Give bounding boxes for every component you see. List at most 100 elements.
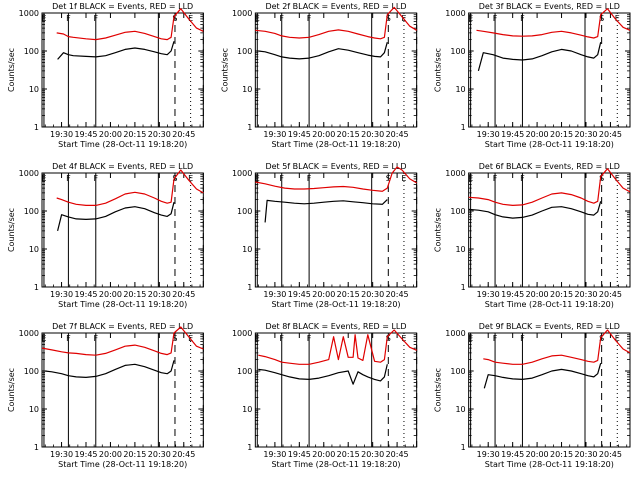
x-tick-label: 20:30: [574, 290, 597, 299]
chart-title: Det 3f BLACK = Events, RED = LLD: [479, 2, 620, 11]
chart-title: Det 5f BLACK = Events, RED = LLD: [265, 162, 406, 171]
event-marker-label: E: [401, 174, 406, 183]
y-axis-label: Counts/sec: [7, 48, 16, 92]
series-line: [258, 364, 388, 385]
x-axis-label: Start Time (28-Oct-11 19:18:20): [485, 140, 614, 149]
x-tick-label: 20:30: [148, 290, 171, 299]
event-marker-label: S: [386, 174, 391, 183]
x-axis-label: Start Time (28-Oct-11 19:18:20): [485, 460, 614, 469]
x-tick-label: 20:30: [148, 130, 171, 139]
plot-frame: [254, 332, 418, 448]
plot-frame: [468, 12, 631, 128]
event-marker-label: S: [386, 334, 391, 343]
x-axis-label: Start Time (28-Oct-11 19:18:20): [271, 140, 400, 149]
event-marker-label: E: [468, 174, 473, 183]
x-tick-label: 20:00: [312, 450, 335, 459]
event-marker-label: E: [188, 174, 193, 183]
x-axis-label: Start Time (28-Oct-11 19:18:20): [58, 140, 187, 149]
x-tick-label: 20:00: [526, 290, 549, 299]
series-line: [44, 360, 175, 378]
x-tick-label: 20:00: [312, 130, 335, 139]
event-marker-label: E: [401, 334, 406, 343]
x-tick-label: 19:30: [263, 450, 286, 459]
chart-panel: Det 2f BLACK = Events, RED = LLD 1 10 100 10…: [220, 2, 418, 149]
y-tick-label: 10: [455, 405, 465, 414]
chart-panel: Det 7f BLACK = Events, RED = LLD 1 10 100 10…: [7, 322, 204, 469]
y-tick-label: 1: [461, 443, 466, 452]
y-axis-label: Counts/sec: [7, 368, 16, 412]
series-line: [56, 8, 204, 41]
chart-title: Det 2f BLACK = Events, RED = LLD: [265, 2, 406, 11]
plot-frame: [41, 332, 204, 448]
y-tick-label: 100: [237, 367, 252, 376]
event-marker-label: E: [615, 174, 620, 183]
x-tick-label: 20:45: [172, 450, 195, 459]
series-line: [56, 169, 204, 206]
y-tick-label: 1: [461, 283, 466, 292]
x-tick-label: 20:45: [386, 450, 409, 459]
event-marker-label: F: [279, 174, 284, 183]
x-tick-label: 20:15: [123, 290, 146, 299]
y-tick-label: 100: [24, 207, 39, 216]
series-line: [483, 363, 602, 389]
y-tick-label: 1: [34, 283, 39, 292]
chart-panel: Det 3f BLACK = Events, RED = LLD 1 10 100 10…: [434, 2, 631, 149]
event-marker-label: S: [172, 334, 177, 343]
chart-panel: Det 1f BLACK = Events, RED = LLD 1 10 100 10…: [7, 2, 204, 149]
y-tick-label: 1000: [232, 169, 252, 178]
event-marker-label: S: [386, 14, 391, 23]
y-tick-label: 1000: [232, 329, 252, 338]
x-tick-label: 20:00: [99, 290, 122, 299]
event-marker-label: F: [307, 334, 312, 343]
chart-title: Det 4f BLACK = Events, RED = LLD: [52, 162, 193, 171]
series-line: [258, 329, 417, 365]
event-marker-label: F: [93, 174, 98, 183]
x-axis-label: Start Time (28-Oct-11 19:18:20): [485, 300, 614, 309]
event-marker-label: F: [66, 334, 71, 343]
y-axis-label: Counts/sec: [434, 208, 443, 252]
x-tick-label: 20:15: [123, 130, 146, 139]
event-marker-label: S: [599, 334, 604, 343]
x-axis-label: Start Time (28-Oct-11 19:18:20): [271, 300, 400, 309]
event-marker-label: F: [493, 14, 498, 23]
series-line: [258, 42, 388, 60]
series-line: [468, 168, 631, 206]
y-tick-label: 1: [247, 443, 252, 452]
series-line: [255, 6, 418, 40]
x-tick-label: 20:45: [599, 450, 622, 459]
event-marker-label: F: [93, 14, 98, 23]
x-tick-label: 20:30: [148, 450, 171, 459]
series-line: [41, 326, 204, 356]
x-tick-label: 19:30: [477, 130, 500, 139]
series-line: [477, 42, 602, 72]
y-tick-label: 10: [455, 245, 465, 254]
event-marker-label: E: [615, 14, 620, 23]
x-tick-label: 19:30: [50, 130, 73, 139]
x-tick-label: 20:30: [361, 290, 384, 299]
x-tick-label: 19:45: [288, 130, 311, 139]
x-tick-label: 19:45: [501, 290, 524, 299]
y-tick-label: 1000: [232, 9, 252, 18]
series-line: [483, 329, 631, 365]
x-tick-label: 19:30: [263, 290, 286, 299]
event-marker-label: E: [468, 14, 473, 23]
y-tick-label: 100: [237, 207, 252, 216]
x-tick-label: 20:30: [574, 130, 597, 139]
series-line: [468, 201, 602, 219]
series-line: [57, 202, 175, 232]
y-tick-label: 100: [450, 207, 465, 216]
chart-title: Det 8f BLACK = Events, RED = LLD: [265, 322, 406, 331]
x-tick-label: 20:15: [337, 290, 360, 299]
y-axis-label: Counts/sec: [7, 208, 16, 252]
y-axis-label: Counts/sec: [220, 48, 229, 92]
x-tick-label: 19:30: [50, 450, 73, 459]
y-tick-label: 1000: [445, 169, 465, 178]
event-marker-label: E: [41, 174, 46, 183]
y-tick-label: 1000: [19, 329, 39, 338]
series-line: [476, 8, 631, 39]
x-tick-label: 20:00: [526, 130, 549, 139]
plot-frame: [468, 332, 631, 448]
y-tick-label: 1: [461, 123, 466, 132]
y-tick-label: 1000: [19, 169, 39, 178]
